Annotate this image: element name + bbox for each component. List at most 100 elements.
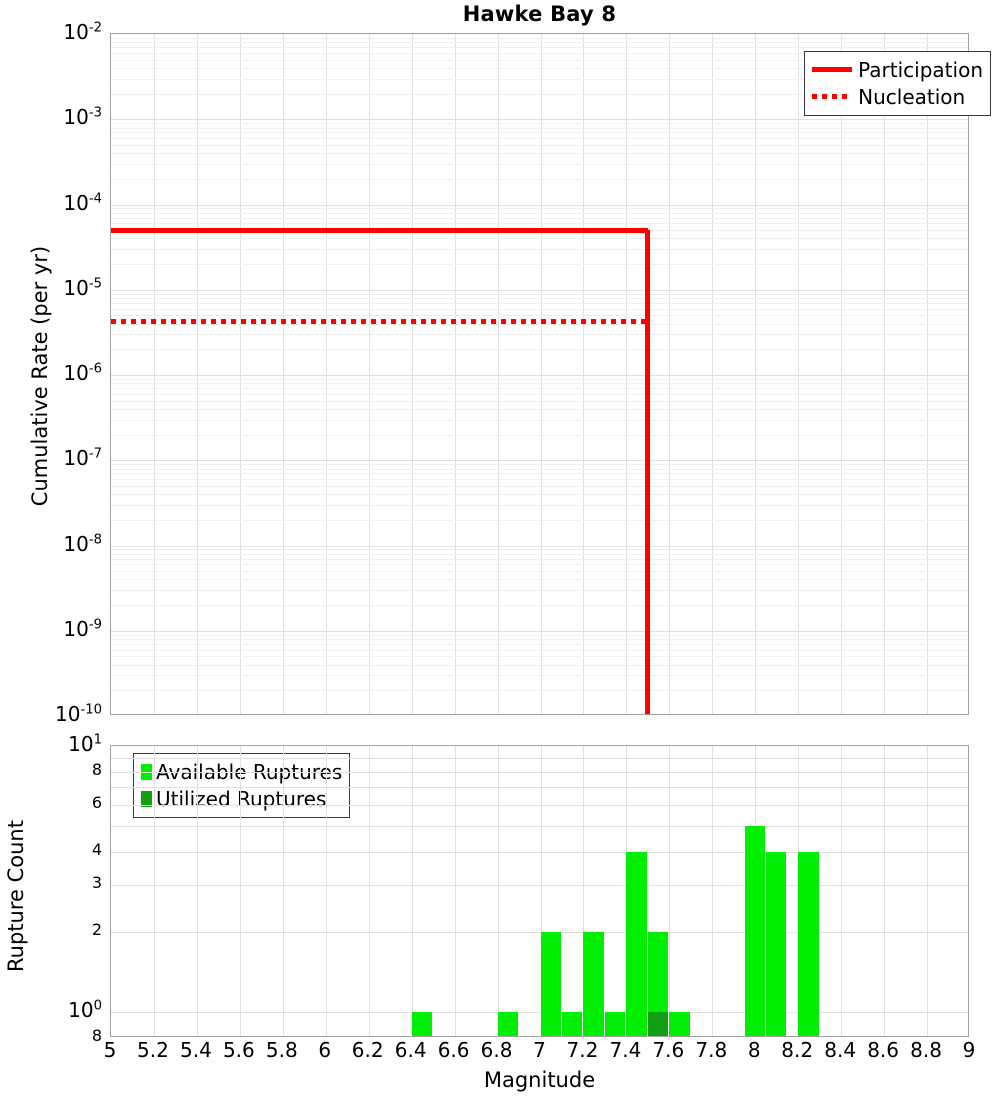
legend-label-available: Available Ruptures [156,759,343,784]
gridline-horizontal [111,787,968,789]
gridline-vertical [712,34,714,714]
y-tick-label: 10-7 [63,446,102,471]
gridline-horizontal [111,851,968,853]
x-tick-label: 6.6 [437,1038,470,1062]
gridline-vertical [927,746,929,1036]
gridline-horizontal-minor [111,388,968,390]
gridline-horizontal-minor [111,378,968,380]
gridline-vertical [411,746,413,1036]
cumulative-rate-plot-area [110,33,969,715]
x-tick-label: 8.6 [867,1038,899,1062]
y-tick-label: 10-5 [63,275,102,300]
gridline-horizontal-minor [111,634,968,636]
gridline-vertical [884,746,886,1036]
x-tick-label: 5.2 [137,1038,169,1062]
gridline-horizontal-minor [111,59,968,61]
legend-entry-utilized: Utilized Ruptures [141,785,342,812]
legend-entry-available: Available Ruptures [141,758,342,785]
gridline-horizontal-minor [111,468,968,470]
available-rupture-bar [604,1012,626,1036]
legend-entry-participation: Participation [812,56,983,83]
gridline-horizontal-minor [111,643,968,645]
y-tick-label: 10-6 [63,361,102,385]
y-tick-label: 6 [91,793,102,813]
gridline-horizontal-minor [111,494,968,496]
x-tick-label: 7.6 [652,1038,685,1062]
gridline-vertical [841,34,843,714]
x-tick-label: 9 [962,1038,976,1062]
utilized-ruptures-swatch [141,790,152,807]
available-rupture-bar [765,851,787,1036]
available-ruptures-swatch [141,763,152,780]
available-rupture-bar [744,826,765,1036]
gridline-horizontal-minor [111,519,968,521]
y-tick-label: 10-9 [63,616,102,641]
gridline-horizontal-minor [111,649,968,651]
x-tick-label: 7.8 [695,1038,728,1062]
rupture-count-plot-area: Available Ruptures Utilized Ruptures [110,745,969,1037]
gridline-horizontal-minor [111,334,968,336]
gridline-horizontal-minor [111,223,968,225]
gridline-horizontal-minor [111,302,968,304]
y-tick-label: 100 [68,998,102,1023]
magnitude-axis-label: Magnitude [483,1068,596,1092]
gridline-horizontal-minor [111,656,968,658]
gridline-horizontal-minor [111,639,968,640]
gridline-vertical [153,34,155,714]
gridline-horizontal-minor [111,67,968,69]
rate-legend: Participation Nucleation [804,51,991,116]
gridline-vertical [239,746,241,1036]
x-tick-label: 6 [318,1038,332,1062]
x-tick-label: 8 [747,1038,761,1062]
rupture-legend: Available Ruptures Utilized Ruptures [133,753,351,818]
gridline-horizontal [111,375,968,376]
gridline-horizontal [111,758,968,760]
gridline-vertical [239,34,241,714]
gridline-horizontal [111,826,968,828]
gridline-horizontal [111,289,968,291]
gridline-horizontal-minor [111,485,968,487]
gridline-horizontal-minor [111,42,968,44]
gridline-horizontal-minor [111,264,968,266]
gridline-vertical [282,34,284,714]
gridline-vertical [454,746,456,1036]
x-tick-label: 6.8 [480,1038,513,1062]
gridline-vertical [540,34,542,714]
gridline-vertical [798,34,800,714]
gridline-horizontal-minor [111,178,968,180]
gridline-horizontal-minor [111,153,968,155]
available-rupture-bar [497,1012,519,1036]
y-tick-label: 10-2 [63,20,102,44]
gridline-vertical [196,746,198,1036]
gridline-horizontal-minor [111,383,968,385]
gridline-vertical [497,746,499,1036]
nucleation-line-swatch [812,94,853,99]
gridline-vertical [669,746,671,1036]
cumulative-rate-axis-label: Cumulative Rate (per yr) [28,245,52,507]
x-tick-label: 8.4 [824,1038,857,1062]
gridline-horizontal-minor [111,37,968,39]
rupture-count-axis-label: Rupture Count [4,820,28,972]
gridline-horizontal-minor [111,249,968,251]
y-tick-label: 10-10 [55,702,102,726]
gridline-horizontal-minor [111,590,968,592]
gridline-horizontal-minor [111,549,968,551]
legend-label-nucleation: Nucleation [858,84,966,109]
gridline-horizontal-minor [111,78,968,80]
gridline-horizontal-minor [111,664,968,666]
y-tick-label: 4 [91,840,102,860]
gridline-horizontal-minor [111,690,968,692]
gridline-horizontal-minor [111,558,968,560]
gridline-horizontal-minor [111,579,968,581]
x-tick-label: 7.4 [609,1038,642,1062]
gridline-horizontal [111,1012,968,1014]
gridline-vertical [454,34,456,714]
gridline-horizontal [111,119,968,121]
available-rupture-bar [798,851,819,1036]
x-tick-label: 7.2 [566,1038,599,1062]
gridline-horizontal-minor [111,675,968,677]
gridline-horizontal-minor [111,123,968,125]
gridline-horizontal-minor [111,504,968,506]
x-tick-label: 8.8 [910,1038,942,1062]
